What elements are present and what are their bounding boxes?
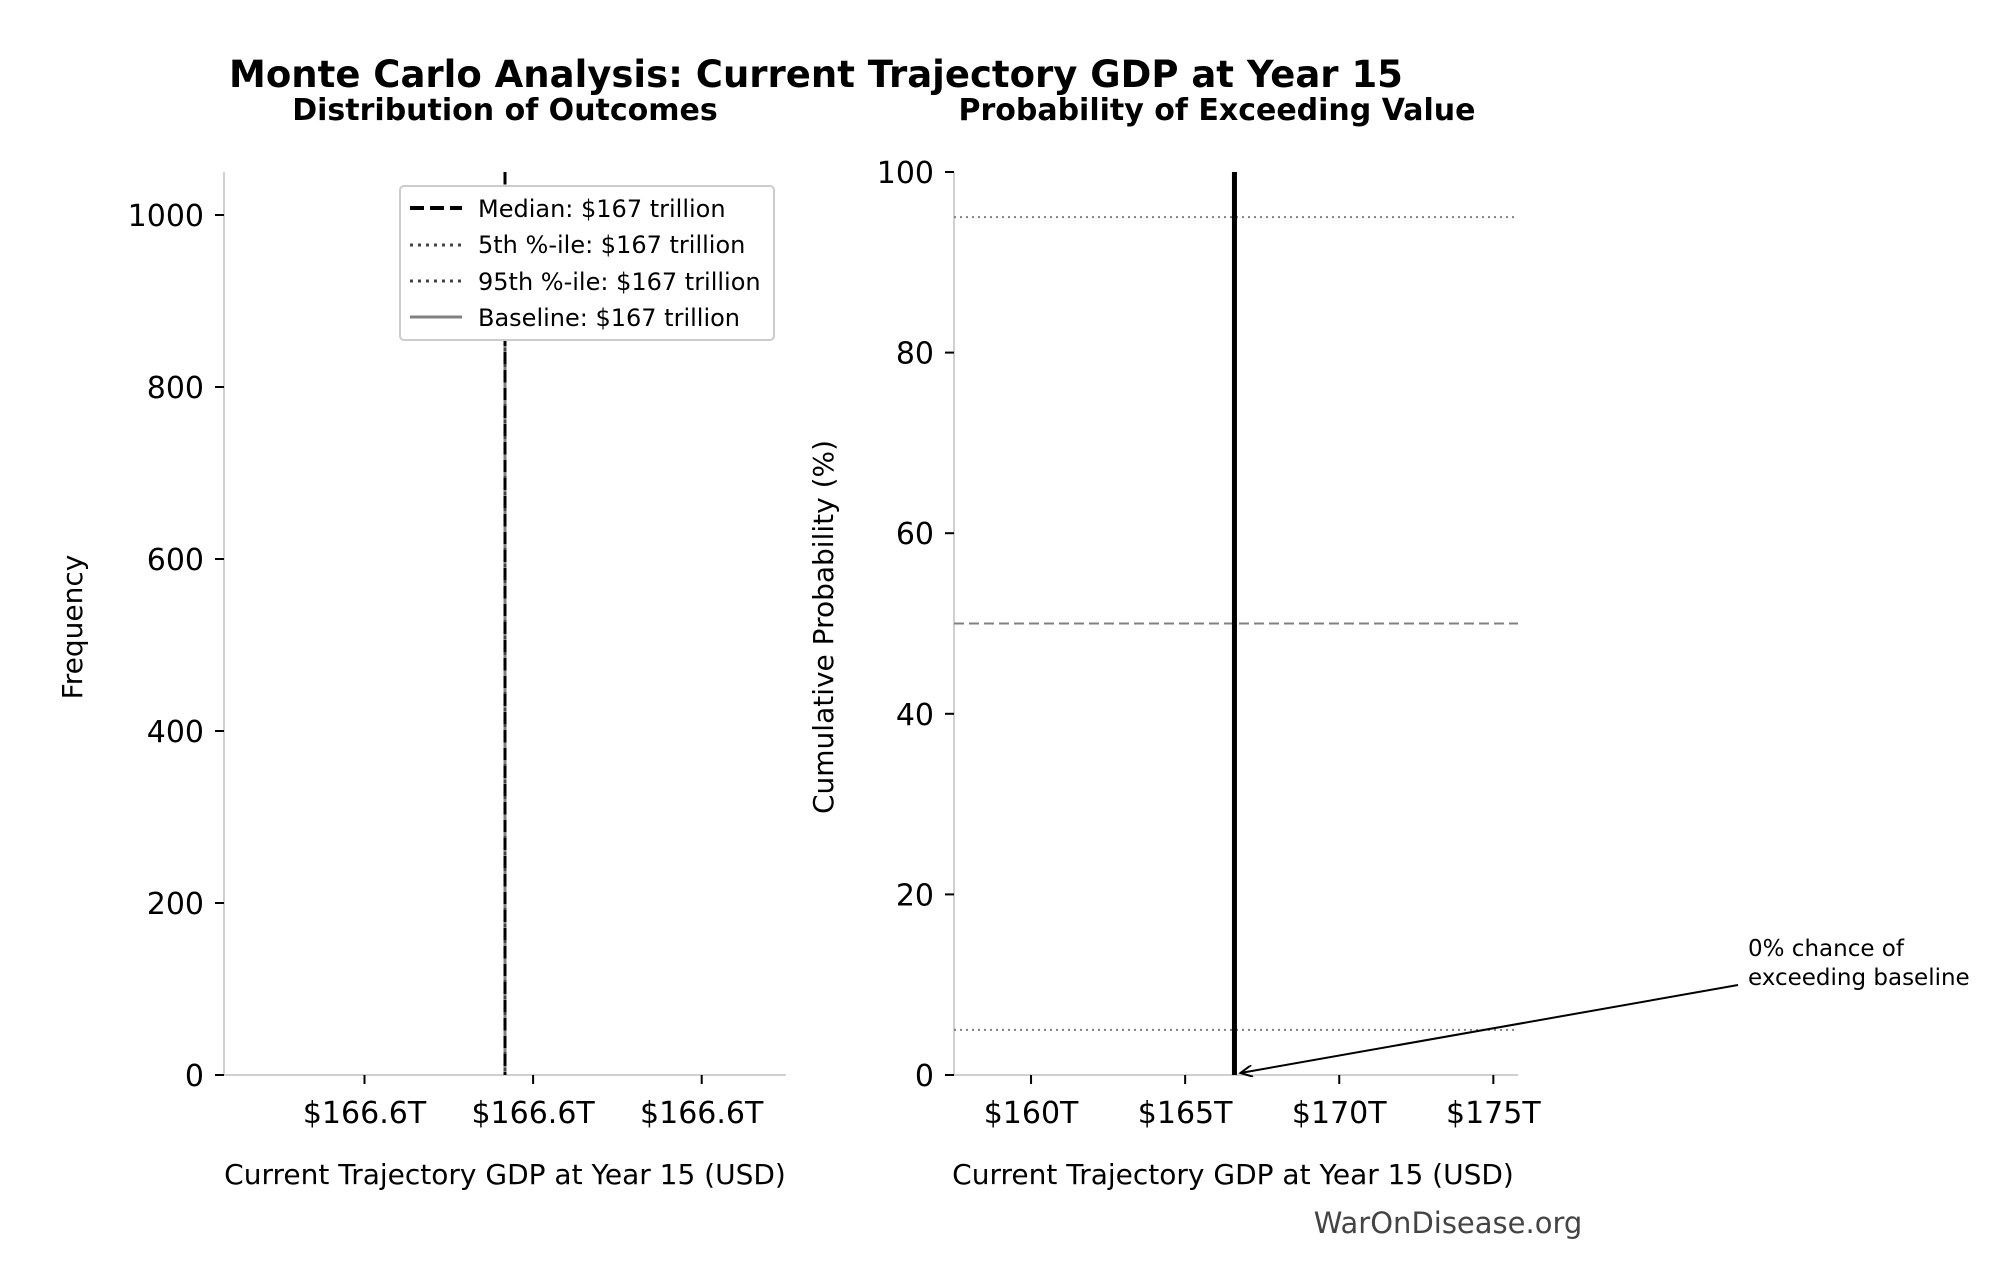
exceedance-x-tick-label-2: $170T <box>1292 1096 1387 1131</box>
histogram-y-tick-label-4: 800 <box>147 371 204 406</box>
histogram-panel: Distribution of Outcomes 0 200 400 600 800 10… <box>56 93 786 1191</box>
exceedance-x-tick-label-1: $165T <box>1138 1096 1233 1131</box>
histogram-y-tick-label-5: 1000 <box>128 199 204 234</box>
histogram-y-ticks: 0 200 400 600 800 1000 <box>128 199 224 1094</box>
histogram-y-tick-label-0: 0 <box>185 1059 204 1094</box>
legend-frame <box>399 185 775 341</box>
figure-suptitle: Monte Carlo Analysis: Current Trajectory… <box>229 53 1403 96</box>
histogram-title: Distribution of Outcomes <box>292 93 718 128</box>
exceedance-x-tick-label-3: $175T <box>1446 1096 1541 1131</box>
histogram-x-tick-label-1: $166.6T <box>471 1096 595 1131</box>
legend-label-5th: 5th %-ile: $167 trillion <box>478 231 745 259</box>
exceedance-title: Probability of Exceeding Value <box>958 93 1475 128</box>
exceedance-x-axis-label: Current Trajectory GDP at Year 15 (USD) <box>952 1158 1514 1191</box>
histogram-y-tick-label-1: 200 <box>147 887 204 922</box>
histogram-y-axis-label: Frequency <box>56 555 89 700</box>
histogram-x-tick-label-0: $166.6T <box>303 1096 427 1131</box>
histogram-x-tick-label-2: $166.6T <box>640 1096 764 1131</box>
annotation-arrow <box>1240 984 1739 1073</box>
exceedance-y-tick-label-4: 80 <box>896 337 934 372</box>
histogram-y-tick-label-2: 400 <box>147 715 204 750</box>
annotation-text-line-1: 0% chance of <box>1748 936 1905 962</box>
exceedance-x-ticks: $160T $165T $170T $175T <box>984 1075 1541 1131</box>
watermark: WarOnDisease.org <box>1314 1206 1583 1240</box>
exceedance-y-tick-label-1: 20 <box>896 878 934 913</box>
exceedance-panel: Probability of Exceeding Value 0 20 40 60 80… <box>807 93 1970 1191</box>
legend-label-baseline: Baseline: $167 trillion <box>478 304 740 332</box>
exceedance-y-ticks: 0 20 40 60 80 100 <box>877 156 954 1094</box>
annotation-text-line-2: exceeding baseline <box>1748 965 1970 991</box>
exceedance-x-tick-label-0: $160T <box>984 1096 1079 1131</box>
legend-label-95th: 95th %-ile: $167 trillion <box>478 268 761 296</box>
histogram-x-axis-label: Current Trajectory GDP at Year 15 (USD) <box>224 1158 786 1191</box>
legend-label-median: Median: $167 trillion <box>478 195 726 223</box>
exceedance-y-tick-label-2: 40 <box>896 698 934 733</box>
exceedance-y-tick-label-3: 60 <box>896 517 934 552</box>
exceedance-y-tick-label-0: 0 <box>915 1059 934 1094</box>
histogram-legend: Median: $167 trillion 5th %-ile: $167 tr… <box>399 185 775 341</box>
histogram-y-tick-label-3: 600 <box>147 543 204 578</box>
exceedance-y-axis-label: Cumulative Probability (%) <box>807 440 840 814</box>
exceedance-y-tick-label-5: 100 <box>877 156 934 191</box>
histogram-x-ticks: $166.6T $166.6T $166.6T <box>303 1075 764 1131</box>
